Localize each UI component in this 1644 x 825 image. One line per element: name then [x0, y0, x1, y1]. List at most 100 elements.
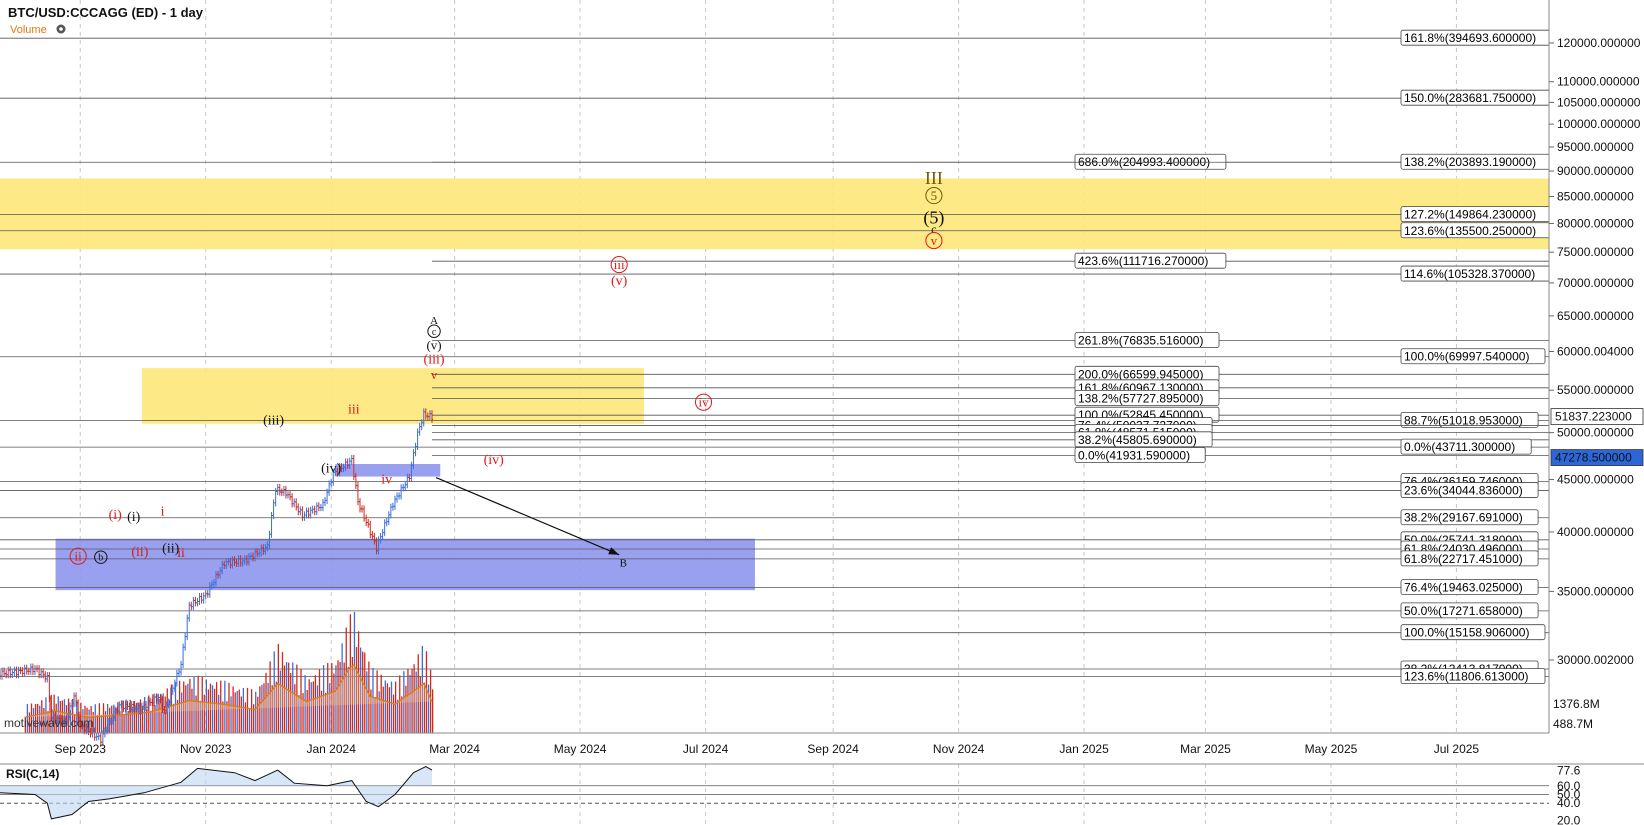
- volume-bar: [121, 700, 123, 733]
- volume-bar: [133, 700, 136, 733]
- volume-bar: [399, 675, 401, 733]
- volume-bar: [37, 703, 39, 733]
- volume-bar: [238, 689, 240, 733]
- x-tick-label: Jan 2024: [306, 742, 356, 756]
- volume-bar: [275, 681, 277, 733]
- y-tick-label: 85000.000000: [1557, 189, 1634, 203]
- volume-bar: [109, 707, 111, 733]
- volume-bar: [65, 705, 68, 733]
- wave-label-circle: [925, 232, 943, 250]
- volume-bar: [366, 671, 368, 733]
- volume-bar: [257, 696, 259, 733]
- y-tick-label: 70000.000000: [1557, 276, 1634, 290]
- fib-label: 138.2%(203893.190000): [1404, 155, 1536, 169]
- zone-blue-support: [55, 538, 755, 591]
- volume-bar: [185, 685, 187, 733]
- volume-bar: [234, 692, 236, 733]
- current-price-tag: 47278.500000: [1555, 451, 1632, 465]
- volume-bar: [154, 704, 156, 733]
- volume-bar: [255, 691, 257, 733]
- volume-bar: [96, 714, 98, 733]
- volume-bar: [113, 704, 115, 733]
- fib-label: 0.0%(41931.590000): [1078, 448, 1190, 462]
- volume-bar: [250, 689, 253, 733]
- volume-bar: [304, 675, 306, 733]
- volume-bar: [341, 643, 343, 733]
- y-tick-label: 30000.002000: [1557, 653, 1634, 667]
- volume-bar: [357, 631, 360, 733]
- volume-bar: [244, 702, 247, 733]
- y-tick-label: 65000.000000: [1557, 309, 1634, 323]
- y-tick-label: 110000.000000: [1557, 75, 1640, 89]
- volume-bar: [117, 702, 119, 733]
- arrow-head: [608, 547, 620, 555]
- wave-label: (iii): [263, 414, 284, 429]
- volume-bar: [302, 693, 304, 733]
- volume-bar: [353, 612, 356, 733]
- volume-bar: [343, 662, 345, 733]
- volume-bar: [158, 698, 160, 733]
- wave-label: b: [98, 553, 103, 564]
- volume-bar: [355, 647, 358, 733]
- volume-bar: [384, 680, 386, 733]
- volume-bar: [24, 716, 26, 733]
- volume-bar: [271, 685, 273, 733]
- volume-bar: [415, 671, 417, 733]
- volume-bar: [80, 702, 82, 733]
- volume-bar: [294, 684, 296, 733]
- volume-bar: [30, 703, 33, 733]
- volume-bar: [269, 661, 271, 733]
- x-tick-label: Sep 2023: [55, 742, 107, 756]
- volume-bar: [382, 686, 384, 733]
- rsi-tick-label: 20.0: [1557, 814, 1581, 825]
- fib-label: 200.0%(66599.945000): [1078, 367, 1203, 381]
- volume-bar: [90, 706, 92, 733]
- x-tick-label: Jan 2025: [1059, 742, 1109, 756]
- y-tick-label: 90000.000000: [1557, 164, 1634, 178]
- volume-bar: [403, 671, 405, 733]
- volume-bar: [407, 668, 409, 733]
- y-tick-label: 55000.000000: [1557, 383, 1634, 397]
- volume-bar: [125, 699, 127, 733]
- fib-label-box: [1074, 332, 1220, 348]
- fib-label: 38.2%(29167.691000): [1404, 511, 1523, 525]
- volume-bar: [310, 682, 312, 733]
- volume-bar: [168, 699, 170, 733]
- zone-upper-yellow: [0, 178, 1549, 250]
- volume-bar: [296, 664, 298, 733]
- volume-bar: [205, 679, 208, 733]
- y-tick-label: 60000.004000: [1557, 345, 1634, 359]
- volume-bar: [59, 701, 61, 733]
- fib-label-box: [1074, 447, 1206, 463]
- volume-bar: [300, 668, 302, 733]
- volume-bar: [220, 680, 222, 733]
- wave-label: (ii): [162, 541, 179, 556]
- x-tick-label: May 2024: [554, 742, 607, 756]
- fib-label-box: [1400, 550, 1539, 567]
- wave-label: iv: [698, 395, 709, 410]
- y-tick-label: 50000.000000: [1557, 426, 1634, 440]
- volume-bar: [318, 669, 321, 733]
- volume-bar: [100, 714, 103, 733]
- wave-label: v: [431, 367, 438, 382]
- volume-bar: [84, 705, 86, 733]
- volume-bar: [211, 685, 214, 733]
- zones-layer: [0, 178, 1549, 591]
- volume-bar: [143, 696, 146, 733]
- wave-label: (ii): [131, 545, 148, 560]
- wave-label: iii: [348, 402, 360, 417]
- volume-bar: [218, 694, 220, 733]
- wave-label: (5): [923, 207, 944, 228]
- volume-average-line: [24, 664, 433, 718]
- fib-label: 100.0%(69997.540000): [1404, 350, 1529, 364]
- volume-bar: [178, 680, 181, 733]
- volume-bar: [170, 684, 173, 733]
- volume-bar: [392, 694, 395, 733]
- rsi-panel[interactable]: RSI(C,14) 77.6 60.050.040.0 20.0: [0, 763, 1644, 825]
- gear-icon[interactable]: [56, 24, 66, 34]
- fib-label-box: [1074, 153, 1227, 170]
- volume-bar: [45, 697, 47, 733]
- wave-label: B: [620, 558, 627, 570]
- chart-title: BTC/USD:CCCAGG (ED) - 1 day: [8, 5, 204, 20]
